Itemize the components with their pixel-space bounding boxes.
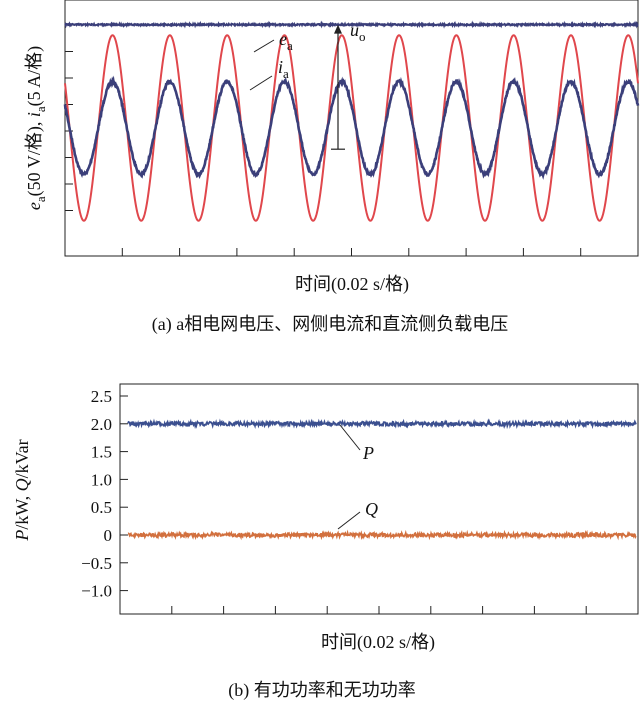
panel-b-ytick-label: 2.0 bbox=[91, 415, 112, 434]
panel-b-ylabel: P/kW, Q/kVar bbox=[12, 439, 32, 541]
label-ia: ia bbox=[278, 57, 289, 81]
panel-b-ytick-label: −1.0 bbox=[81, 582, 112, 601]
panel-b-ytick-label: 1.0 bbox=[91, 470, 112, 489]
label-ea: ea bbox=[279, 29, 293, 53]
panel-a: ea ia uo ea(50 V/格), ia(5 A/格) 时间(0.02 s… bbox=[24, 0, 640, 335]
panel-b-series bbox=[127, 418, 637, 541]
series-line-p bbox=[127, 418, 637, 430]
panel-b-ticks: 2.5 2.0 1.5 1.0 0.5 0 −0.5 −1.0 bbox=[81, 387, 587, 614]
leader-q bbox=[337, 511, 361, 530]
panel-a-series bbox=[63, 20, 640, 222]
panel-b-ytick-label: 0 bbox=[104, 526, 113, 545]
label-q: Q bbox=[365, 499, 378, 519]
uo-arrow bbox=[331, 24, 345, 150]
label-p: P bbox=[362, 443, 374, 463]
panel-b-caption: (b) 有功功率和无功功率 bbox=[228, 680, 416, 701]
panel-a-ylabel: ea(50 V/格), ia(5 A/格) bbox=[24, 46, 48, 210]
panel-a-xlabel: 时间(0.02 s/格) bbox=[295, 274, 409, 295]
panel-b-plot-frame bbox=[119, 383, 639, 615]
series-line-uo bbox=[64, 20, 639, 29]
panel-b-ytick-label: 0.5 bbox=[91, 498, 112, 517]
leader-p bbox=[339, 424, 361, 451]
leader-ea bbox=[253, 39, 275, 53]
panel-b-ytick-label: 2.5 bbox=[91, 387, 112, 406]
label-uo: uo bbox=[350, 20, 366, 44]
leader-ia bbox=[249, 75, 273, 91]
series-line-ea bbox=[64, 34, 639, 222]
panel-b-ytick-label: −0.5 bbox=[81, 554, 112, 573]
panel-a-caption: (a) a相电网电压、网侧电流和直流侧负载电压 bbox=[152, 314, 508, 335]
panel-b-xlabel: 时间(0.02 s/格) bbox=[321, 632, 435, 653]
panel-b-ytick-label: 1.5 bbox=[91, 443, 112, 462]
series-line-q bbox=[127, 529, 637, 541]
series-line-ia bbox=[63, 75, 640, 180]
panel-b: 2.5 2.0 1.5 1.0 0.5 0 −0.5 −1.0 P Q P/kW, Q/kVa… bbox=[12, 383, 639, 701]
